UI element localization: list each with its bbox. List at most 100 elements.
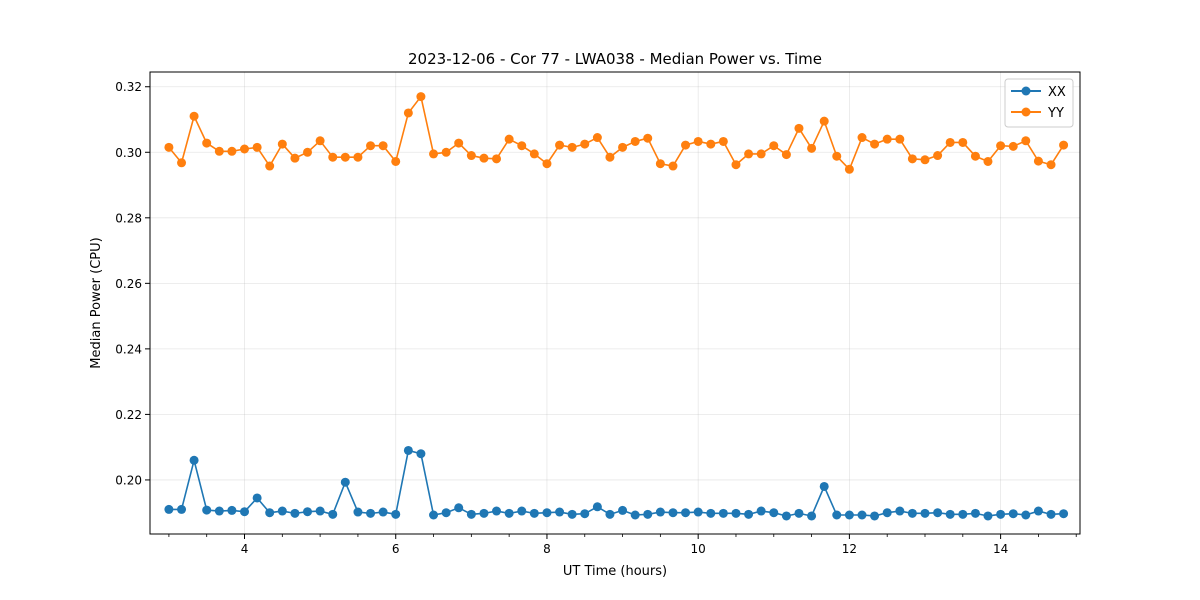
series-yy-point (252, 142, 262, 152)
series-yy (164, 92, 1069, 174)
legend: XX YY (1004, 78, 1074, 128)
series-yy-point (315, 136, 325, 146)
series-yy-point (945, 137, 955, 147)
series-yy-point (441, 147, 451, 157)
series-xx-point (429, 510, 439, 520)
series-xx-point (353, 507, 363, 517)
series-yy-point (895, 134, 905, 144)
series-xx-point (403, 445, 413, 455)
series-xx-point (580, 509, 590, 519)
series-xx-point (391, 509, 401, 519)
series-yy-point (605, 152, 615, 162)
series-yy-point (214, 146, 224, 156)
series-xx-point (555, 507, 565, 517)
series-xx-point (807, 511, 817, 521)
series-yy-point (1008, 141, 1018, 151)
series-xx-point (794, 508, 804, 518)
series-xx-point (895, 506, 905, 516)
series-yy-point (920, 155, 930, 165)
y-tick-label: 0.28 (115, 211, 142, 225)
series-yy-point (832, 151, 842, 161)
series-yy-point (681, 140, 691, 150)
series-yy-point (240, 144, 250, 154)
series-yy-point (416, 92, 426, 102)
series-xx-point (781, 511, 791, 521)
series-yy-point (970, 151, 980, 161)
axes: 4 6 8 10 12 14 0.20 0.22 0.24 0.26 0.28 0.30 0.32 (115, 80, 1077, 556)
y-tick-label: 0.26 (115, 277, 142, 291)
series-yy-point (580, 139, 590, 149)
series-yy-point (391, 156, 401, 166)
series-yy-point (1033, 156, 1043, 166)
series-xx-point (643, 509, 653, 519)
y-tick-label: 0.20 (115, 473, 142, 487)
series-yy-point (504, 134, 514, 144)
series-xx-point (252, 493, 262, 503)
series-xx-point (857, 510, 867, 520)
x-tick-label: 14 (993, 542, 1008, 556)
series-xx-point (479, 508, 489, 518)
series-xx-point (769, 508, 779, 518)
series-xx-point (706, 508, 716, 518)
legend-yy-marker (1021, 107, 1031, 117)
series-yy-point (731, 160, 741, 170)
series-yy-point (933, 151, 943, 161)
series-yy-point (202, 138, 212, 148)
series-yy-point (454, 138, 464, 148)
series-yy-point (819, 116, 829, 126)
series-xx-point (378, 507, 388, 517)
series-xx-point (504, 508, 514, 518)
series-yy-point (958, 137, 968, 147)
series-xx-point (340, 477, 350, 487)
series-xx-point (277, 506, 287, 516)
legend-xx-marker (1021, 86, 1031, 96)
legend-xx-label: XX (1048, 85, 1066, 100)
series-yy-point (567, 142, 577, 152)
series-xx-point (328, 509, 338, 519)
series-xx-point (303, 507, 312, 517)
series-yy-point (756, 149, 766, 159)
series-yy-point (1021, 136, 1031, 146)
series-yy-point (882, 134, 892, 144)
series-xx-point (202, 505, 212, 515)
series-xx-point (441, 508, 451, 518)
series-layer (164, 92, 1069, 521)
y-tick-label: 0.22 (115, 408, 142, 422)
series-yy-point (668, 161, 678, 171)
y-tick-label: 0.32 (115, 80, 142, 94)
x-tick-label: 8 (543, 542, 551, 556)
series-xx-point (819, 481, 829, 491)
series-yy-point (706, 139, 716, 149)
series-yy-point (870, 139, 880, 149)
series-xx-point (1008, 509, 1018, 519)
series-xx-point (240, 507, 250, 517)
series-yy-point (844, 164, 854, 174)
series-yy-point (781, 150, 791, 160)
series-yy-point (189, 111, 199, 121)
series-xx-point (366, 508, 376, 518)
series-yy-point (378, 141, 388, 151)
series-xx-point (529, 508, 539, 518)
series-xx-point (945, 509, 955, 519)
series-xx-point (996, 509, 1006, 519)
series-xx-point (567, 509, 577, 519)
series-xx-point (1059, 509, 1069, 519)
series-xx-point (466, 509, 476, 519)
series-xx-point (655, 507, 665, 517)
series-xx-point (517, 506, 527, 516)
series-yy-point (983, 156, 993, 166)
series-xx-point (1033, 506, 1043, 516)
series-yy-point (290, 153, 300, 163)
series-yy-point (403, 108, 413, 118)
series-yy-point (907, 154, 917, 164)
y-tick-label: 0.30 (115, 146, 142, 160)
x-tick-label: 6 (392, 542, 400, 556)
series-yy-point (744, 149, 754, 159)
series-yy-point (366, 141, 376, 151)
series-yy-point (630, 136, 640, 146)
plot-frame (149, 71, 1081, 535)
series-yy-point (277, 139, 287, 149)
series-yy-point (1059, 140, 1069, 150)
